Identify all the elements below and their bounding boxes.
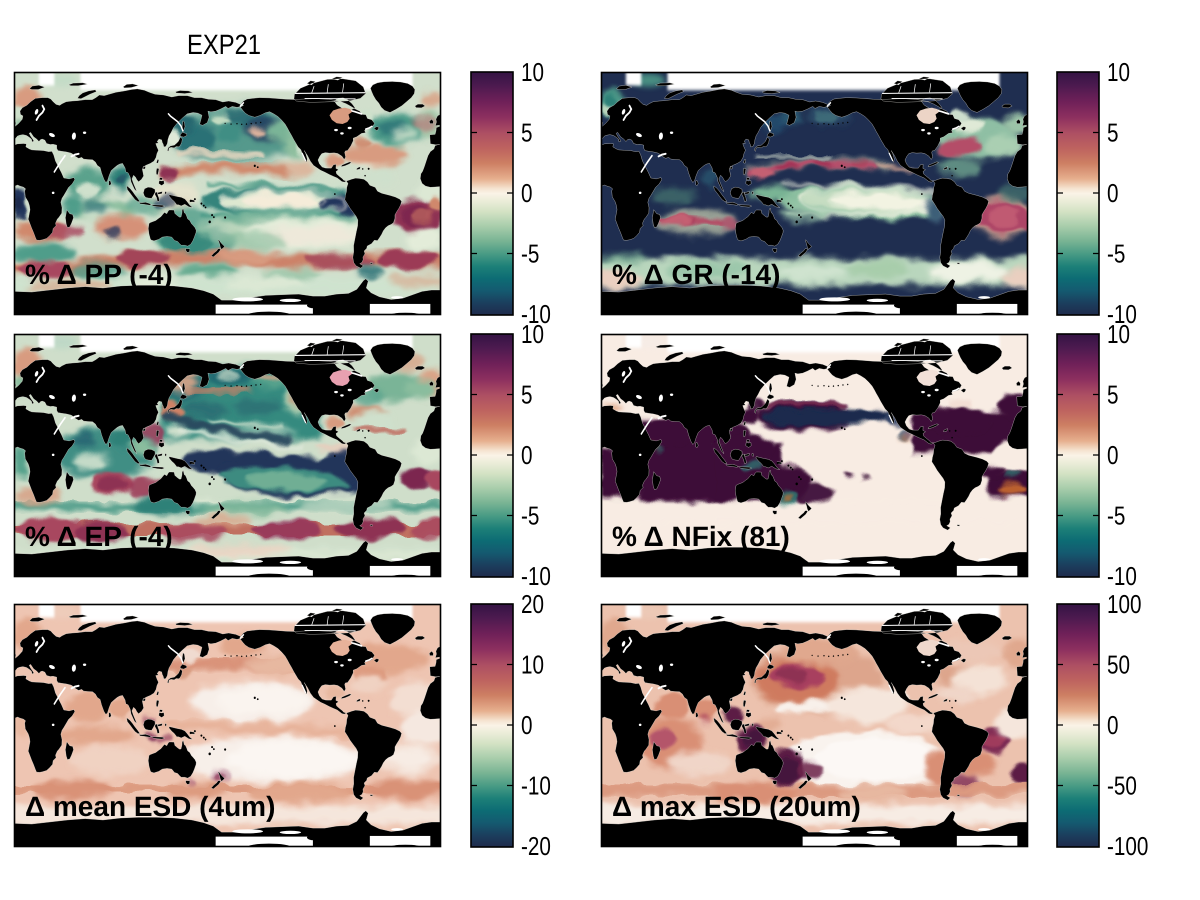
svg-text:-10: -10 — [1107, 299, 1137, 329]
svg-text:20: 20 — [521, 589, 544, 619]
svg-text:% Δ PP (-4): % Δ PP (-4) — [25, 259, 173, 290]
svg-text:-5: -5 — [521, 501, 539, 531]
svg-text:-10: -10 — [521, 771, 551, 801]
svg-text:-50: -50 — [1107, 771, 1137, 801]
svg-text:5: 5 — [521, 380, 533, 410]
svg-text:0: 0 — [1107, 178, 1119, 208]
svg-text:-10: -10 — [521, 561, 551, 591]
svg-text:% Δ EP (-4): % Δ EP (-4) — [25, 521, 173, 552]
svg-text:100: 100 — [1107, 589, 1141, 619]
svg-text:5: 5 — [521, 118, 533, 148]
svg-text:% Δ NFix (81): % Δ NFix (81) — [612, 521, 790, 552]
svg-text:Δ mean ESD (4um): Δ mean ESD (4um) — [25, 791, 275, 822]
svg-text:% Δ GR (-14): % Δ GR (-14) — [612, 259, 780, 290]
svg-text:10: 10 — [521, 319, 544, 349]
svg-text:0: 0 — [521, 710, 533, 740]
svg-text:-100: -100 — [1107, 831, 1148, 861]
svg-text:-5: -5 — [1107, 239, 1125, 269]
svg-text:0: 0 — [521, 440, 533, 470]
svg-text:10: 10 — [1107, 57, 1130, 87]
svg-text:-10: -10 — [521, 299, 551, 329]
svg-text:-10: -10 — [1107, 561, 1137, 591]
svg-text:10: 10 — [521, 57, 544, 87]
svg-text:0: 0 — [521, 178, 533, 208]
svg-text:50: 50 — [1107, 650, 1130, 680]
svg-text:10: 10 — [521, 650, 544, 680]
svg-text:EXP21: EXP21 — [187, 29, 261, 60]
svg-text:-5: -5 — [521, 239, 539, 269]
svg-text:5: 5 — [1107, 118, 1119, 148]
svg-text:-5: -5 — [1107, 501, 1125, 531]
svg-text:0: 0 — [1107, 440, 1119, 470]
svg-text:-20: -20 — [521, 831, 551, 861]
svg-text:0: 0 — [1107, 710, 1119, 740]
svg-text:Δ max ESD (20um): Δ max ESD (20um) — [612, 791, 861, 822]
svg-text:10: 10 — [1107, 319, 1130, 349]
svg-text:5: 5 — [1107, 380, 1119, 410]
